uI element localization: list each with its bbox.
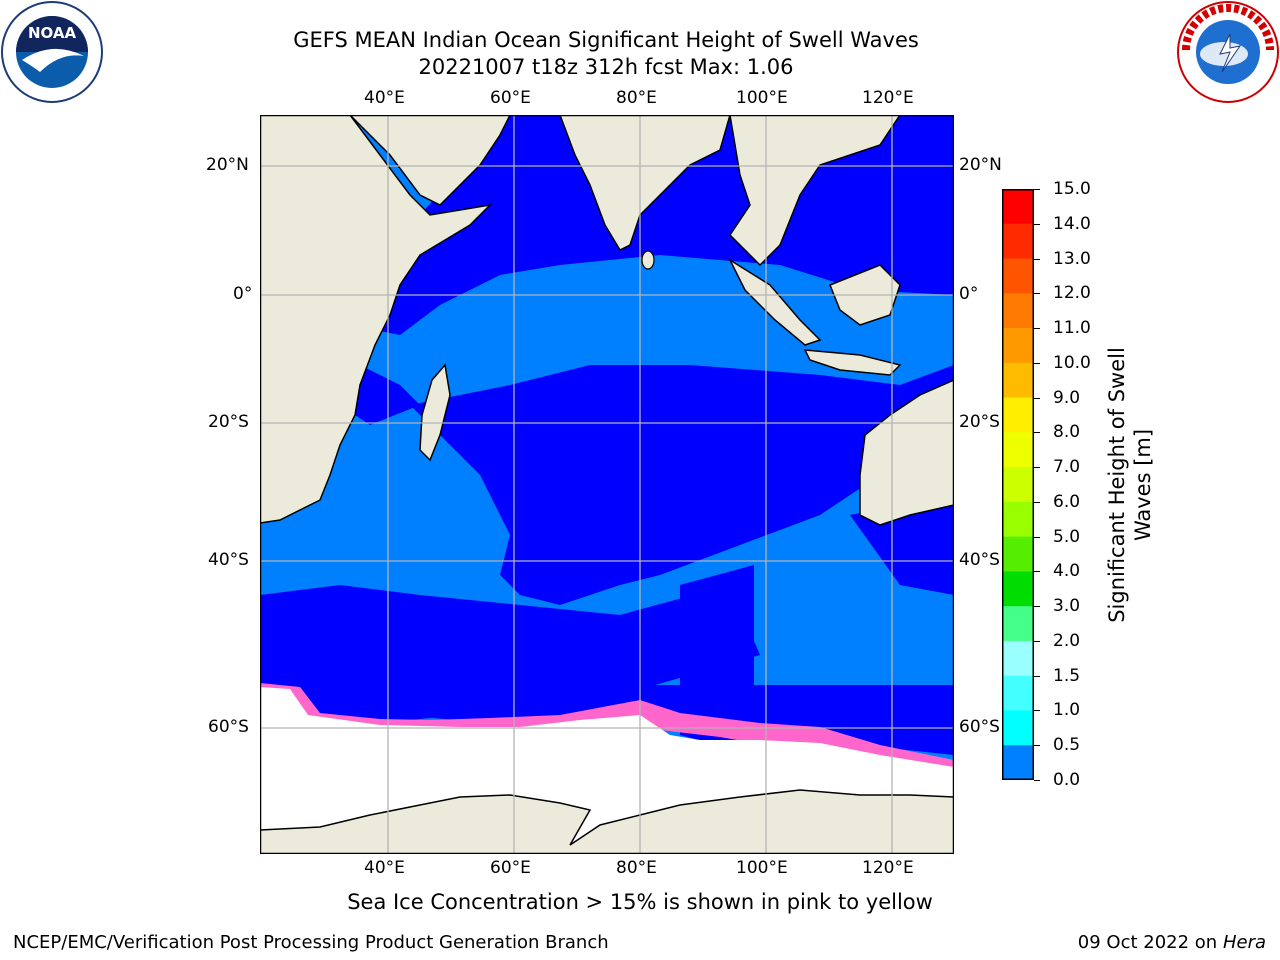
lon-label-bottom-80e: 80°E [616, 858, 657, 878]
colorbar-tick-label: 1.5 [1053, 665, 1081, 686]
footer-left: NCEP/EMC/Verification Post Processing Pr… [13, 932, 609, 953]
colorbar-label-line2: Waves [m] [1131, 428, 1155, 542]
noaa-logo: NOAA [0, 0, 104, 104]
lat-label-left-0: 0° [233, 284, 253, 304]
colorbar-tick-label: 4.0 [1053, 561, 1081, 582]
colorbar-tick-mark [1034, 293, 1040, 295]
sri-lanka [641, 250, 655, 270]
lat-label-left-20s: 20°S [208, 412, 249, 432]
colorbar-tick-label: 8.0 [1053, 422, 1081, 443]
colorbar-tick-label: 0.0 [1053, 770, 1081, 790]
colorbar-segment [1002, 223, 1034, 260]
nws-logo [1176, 0, 1280, 104]
colorbar-tick-mark [1034, 501, 1040, 503]
colorbar-tick-mark [1034, 606, 1040, 608]
lon-label-bottom-100e: 100°E [736, 858, 788, 878]
map-panel [260, 115, 954, 854]
colorbar-tick-label: 5.0 [1053, 526, 1081, 547]
colorbar-tick-label: 14.0 [1053, 213, 1091, 234]
colorbar-tick-label: 15.0 [1053, 179, 1091, 199]
colorbar-segment [1002, 501, 1034, 538]
noaa-logo-text: NOAA [28, 24, 77, 42]
colorbar-segment [1002, 640, 1034, 677]
colorbar-tick-mark [1034, 780, 1040, 781]
lon-label-top-40e: 40°E [364, 88, 405, 108]
colorbar-tick-mark [1034, 432, 1040, 434]
colorbar-tick-label: 10.0 [1053, 352, 1091, 373]
colorbar-segment [1002, 536, 1034, 572]
colorbar-segment [1002, 745, 1034, 780]
lat-label-right-20n: 20°N [959, 155, 1002, 175]
southeast-asia [729, 115, 901, 267]
footer-host: Hera [1222, 932, 1266, 953]
colorbar-tick-label: 11.0 [1053, 318, 1091, 339]
colorbar-tick-mark [1034, 328, 1040, 330]
lat-label-right-60s: 60°S [959, 717, 1000, 737]
chart-title: GEFS MEAN Indian Ocean Significant Heigh… [293, 28, 919, 52]
lon-label-bottom-60e: 60°E [490, 858, 531, 878]
chart-subtitle: 20221007 t18z 312h fcst Max: 1.06 [418, 55, 794, 79]
colorbar-tick-mark [1034, 745, 1040, 747]
colorbar-segment [1002, 328, 1034, 364]
colorbar-tick-mark [1034, 189, 1040, 190]
colorbar-segment [1002, 432, 1034, 468]
java [803, 349, 902, 376]
colorbar-tick-mark [1034, 571, 1040, 573]
lon-label-top-120e: 120°E [862, 88, 914, 108]
lat-label-left-60s: 60°S [208, 717, 249, 737]
colorbar-tick-mark [1034, 640, 1040, 642]
ice-caption: Sea Ice Concentration > 15% is shown in … [347, 890, 933, 914]
colorbar-tick-label: 2.0 [1053, 630, 1081, 651]
colorbar-tick-label: 3.0 [1053, 596, 1081, 617]
graticule [260, 115, 954, 854]
lat-label-right-20s: 20°S [959, 412, 1000, 432]
colorbar-segment [1002, 397, 1034, 433]
colorbar-segment [1002, 258, 1034, 294]
colorbar-tick-mark [1034, 223, 1040, 225]
lat-label-left-40s: 40°S [208, 550, 249, 570]
colorbar-segment [1002, 362, 1034, 399]
colorbar-segment [1002, 675, 1034, 711]
lon-label-bottom-120e: 120°E [862, 858, 914, 878]
colorbar-segment [1002, 571, 1034, 607]
colorbar-segment [1002, 189, 1034, 225]
colorbar-tick-mark [1034, 467, 1040, 469]
colorbar-label-line1: Significant Height of Swell [1105, 347, 1129, 623]
colorbar-tick-label: 12.0 [1053, 283, 1091, 304]
lon-label-top-60e: 60°E [490, 88, 531, 108]
antarctica [260, 789, 954, 854]
colorbar-tick-mark [1034, 397, 1040, 399]
colorbar-tick-mark [1034, 710, 1040, 712]
colorbar-tick-mark [1034, 536, 1040, 538]
colorbar-segment [1002, 293, 1034, 329]
colorbar-segment [1002, 606, 1034, 642]
colorbar-tick-label: 9.0 [1053, 387, 1081, 408]
india [559, 115, 731, 251]
colorbar-tick-label: 0.5 [1053, 735, 1081, 756]
footer-right: 09 Oct 2022 on Hera [1078, 932, 1266, 953]
colorbar-tick-label: 7.0 [1053, 457, 1081, 478]
arabia [348, 115, 511, 206]
colorbar-segment [1002, 710, 1034, 746]
colorbar-tick-mark [1034, 258, 1040, 260]
africa [260, 115, 493, 524]
colorbar [1002, 189, 1034, 780]
lon-label-top-100e: 100°E [736, 88, 788, 108]
colorbar-tick-label: 6.0 [1053, 491, 1081, 512]
madagascar [419, 363, 451, 462]
lat-label-right-0: 0° [959, 284, 979, 304]
lon-label-bottom-40e: 40°E [364, 858, 405, 878]
colorbar-tick-mark [1034, 675, 1040, 677]
lat-label-right-40s: 40°S [959, 550, 1000, 570]
footer-date: 09 Oct 2022 on [1077, 932, 1223, 953]
colorbar-tick-label: 13.0 [1053, 248, 1091, 269]
australia [859, 379, 954, 526]
colorbar-segment [1002, 467, 1034, 503]
lat-label-left-20n: 20°N [206, 155, 249, 175]
colorbar-tick-label: 1.0 [1053, 700, 1081, 721]
colorbar-tick-mark [1034, 362, 1040, 364]
lon-label-top-80e: 80°E [616, 88, 657, 108]
